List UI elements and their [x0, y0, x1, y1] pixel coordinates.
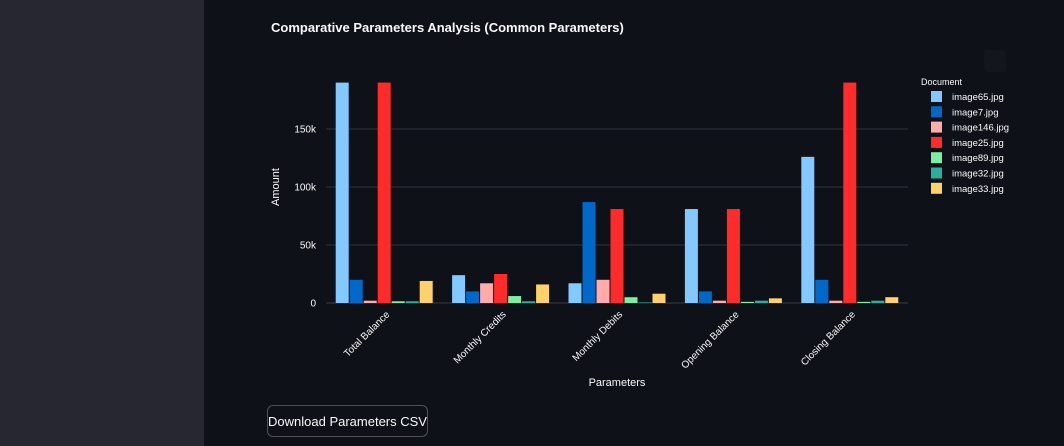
legend-swatch: [931, 152, 942, 164]
x-tick-label: Opening Balance: [679, 309, 741, 371]
chart-toolbar-icon[interactable]: [984, 50, 1006, 72]
bar: [405, 301, 419, 303]
bar: [843, 82, 857, 303]
legend-swatch: [931, 106, 942, 118]
bar: [740, 301, 754, 303]
bar: [480, 283, 494, 303]
bar: [466, 291, 480, 303]
bar: [508, 296, 522, 303]
bar: [377, 82, 391, 303]
bar-chart: 0 50k 100k 150k Total Balance Monthly Credits…: [270, 77, 1009, 389]
legend-title: Document: [921, 77, 963, 87]
legend-swatch: [931, 136, 942, 148]
bar: [391, 301, 405, 303]
bar: [363, 300, 377, 303]
bar: [522, 301, 536, 303]
legend-item: image7.jpg: [952, 107, 998, 118]
legend-swatch: [931, 167, 942, 179]
legend-swatch: [931, 91, 942, 102]
bar: [568, 283, 582, 303]
bar: [726, 209, 740, 303]
bar: [754, 300, 768, 303]
bar: [596, 279, 610, 303]
legend-item: image33.jpg: [952, 184, 1004, 195]
y-tick-label: 0: [310, 299, 316, 310]
legend-item: image65.jpg: [952, 92, 1004, 103]
legend-item: image32.jpg: [952, 169, 1004, 180]
download-csv-button[interactable]: Download Parameters CSV: [267, 405, 428, 437]
chart-title: Comparative Parameters Analysis (Common …: [271, 20, 624, 35]
x-tick-label: Total Balance: [342, 309, 393, 360]
x-tick-label: Monthly Debits: [571, 309, 626, 364]
legend-swatch: [931, 182, 942, 194]
bar: [452, 275, 466, 303]
y-tick-label: 150k: [294, 125, 317, 136]
bar: [536, 284, 550, 303]
y-tick-label: 100k: [294, 183, 317, 194]
bar: [712, 300, 726, 303]
bar: [652, 293, 666, 303]
bar: [698, 291, 712, 303]
legend-item: image25.jpg: [952, 138, 1004, 149]
x-axis-title: Parameters: [589, 377, 646, 389]
x-tick-label: Closing Balance: [799, 309, 858, 368]
x-tick-label: Monthly Credits: [452, 309, 509, 366]
bar: [829, 300, 843, 303]
bar: [857, 301, 871, 303]
bar: [815, 279, 829, 303]
bar: [494, 274, 508, 303]
sidebar: [0, 0, 204, 446]
bar: [768, 298, 782, 303]
bar: [885, 297, 899, 303]
bar: [638, 302, 652, 303]
bar: [684, 209, 698, 303]
legend-item: image89.jpg: [952, 153, 1004, 164]
bar: [419, 280, 433, 303]
legend-item: image146.jpg: [952, 123, 1009, 134]
bar: [801, 156, 815, 303]
bar: [610, 209, 624, 303]
bar: [624, 297, 638, 303]
bar: [335, 82, 349, 303]
bar: [582, 202, 596, 303]
y-axis-title: Amount: [270, 168, 282, 206]
bar: [871, 300, 885, 303]
y-tick-label: 50k: [300, 241, 317, 252]
bar: [349, 279, 363, 303]
legend-swatch: [931, 121, 942, 133]
